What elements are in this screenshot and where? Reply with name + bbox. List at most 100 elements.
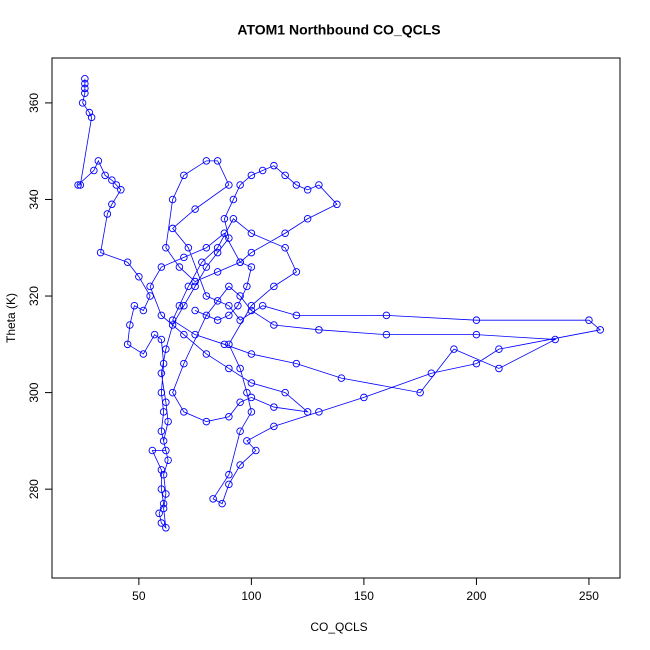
data-point bbox=[281, 229, 289, 238]
data-point bbox=[180, 359, 188, 368]
data-point bbox=[162, 446, 170, 455]
data-point bbox=[551, 335, 559, 344]
x-tick-label: 200 bbox=[466, 589, 486, 603]
data-point bbox=[333, 200, 341, 209]
data-point bbox=[74, 181, 82, 189]
data-point bbox=[108, 176, 116, 184]
data-point bbox=[213, 268, 222, 276]
data-point bbox=[150, 330, 159, 339]
data-point bbox=[162, 398, 170, 407]
x-tick-label: 50 bbox=[132, 589, 146, 603]
data-point bbox=[315, 326, 323, 334]
data-point bbox=[90, 166, 98, 175]
data-point bbox=[81, 84, 89, 93]
y-tick-label: 280 bbox=[27, 479, 41, 499]
data-point bbox=[236, 461, 244, 469]
data-point bbox=[198, 258, 206, 266]
data-point bbox=[416, 388, 424, 397]
data-point bbox=[247, 379, 256, 387]
data-point bbox=[157, 369, 166, 378]
data-point bbox=[281, 171, 289, 180]
data-point bbox=[236, 258, 244, 266]
data-point bbox=[202, 292, 211, 300]
data-point bbox=[126, 321, 134, 329]
data-point bbox=[303, 215, 312, 223]
data-point bbox=[168, 224, 177, 233]
data-point bbox=[337, 374, 346, 382]
y-tick-label: 320 bbox=[27, 286, 41, 306]
data-point bbox=[225, 364, 233, 373]
data-point bbox=[78, 99, 87, 107]
data-point bbox=[191, 205, 199, 213]
y-tick-label: 360 bbox=[27, 93, 41, 113]
data-point bbox=[103, 210, 112, 218]
data-point bbox=[585, 316, 593, 324]
data-point bbox=[472, 359, 481, 368]
data-point bbox=[175, 263, 184, 271]
data-point bbox=[87, 113, 96, 122]
data-point bbox=[315, 408, 323, 416]
data-point bbox=[220, 340, 229, 349]
data-line bbox=[77, 78, 602, 529]
plot-frame bbox=[51, 57, 621, 579]
data-point bbox=[225, 282, 233, 291]
data-point bbox=[270, 422, 278, 431]
data-point bbox=[164, 456, 172, 464]
data-point bbox=[159, 470, 168, 479]
y-tick-label: 340 bbox=[27, 189, 41, 209]
data-point bbox=[168, 388, 177, 397]
data-point bbox=[162, 243, 170, 252]
data-point bbox=[292, 311, 301, 320]
data-point bbox=[202, 311, 211, 320]
data-point bbox=[81, 79, 89, 88]
data-point bbox=[270, 321, 278, 329]
data-point bbox=[270, 403, 278, 411]
data-point bbox=[184, 282, 193, 291]
data-point bbox=[258, 166, 267, 175]
data-point bbox=[202, 350, 211, 358]
data-point bbox=[108, 200, 116, 209]
data-point bbox=[247, 393, 256, 402]
data-point bbox=[94, 157, 103, 165]
data-point bbox=[270, 282, 278, 291]
data-point bbox=[155, 509, 163, 518]
data-point bbox=[495, 345, 503, 353]
data-point bbox=[184, 243, 193, 252]
data-point bbox=[157, 519, 166, 527]
data-point bbox=[225, 301, 233, 310]
data-point bbox=[225, 470, 233, 479]
data-point bbox=[229, 195, 238, 204]
data-point bbox=[123, 340, 132, 349]
data-point bbox=[247, 350, 256, 358]
data-point bbox=[168, 316, 177, 324]
data-point bbox=[225, 480, 233, 489]
y-tick-label: 300 bbox=[27, 382, 41, 402]
data-point bbox=[159, 408, 168, 416]
x-tick-label: 100 bbox=[241, 589, 261, 603]
data-point bbox=[180, 408, 188, 416]
data-point bbox=[202, 243, 211, 252]
data-point bbox=[472, 330, 481, 339]
data-point bbox=[130, 301, 139, 310]
data-point bbox=[112, 181, 121, 189]
data-point bbox=[247, 408, 256, 416]
x-tick-label: 150 bbox=[354, 589, 374, 603]
data-point bbox=[292, 181, 301, 189]
data-point bbox=[202, 157, 211, 165]
data-point bbox=[236, 292, 244, 300]
data-point bbox=[117, 186, 125, 194]
data-point bbox=[427, 369, 436, 378]
data-point bbox=[96, 248, 105, 257]
data-point bbox=[225, 412, 233, 421]
data-point bbox=[382, 311, 391, 320]
data-point bbox=[85, 108, 94, 117]
data-point bbox=[213, 297, 222, 305]
data-point bbox=[315, 181, 323, 189]
data-point bbox=[139, 350, 148, 358]
data-point bbox=[450, 345, 458, 353]
data-point bbox=[236, 398, 244, 407]
data-point bbox=[243, 282, 251, 291]
data-point bbox=[162, 345, 170, 353]
data-point bbox=[243, 437, 251, 445]
